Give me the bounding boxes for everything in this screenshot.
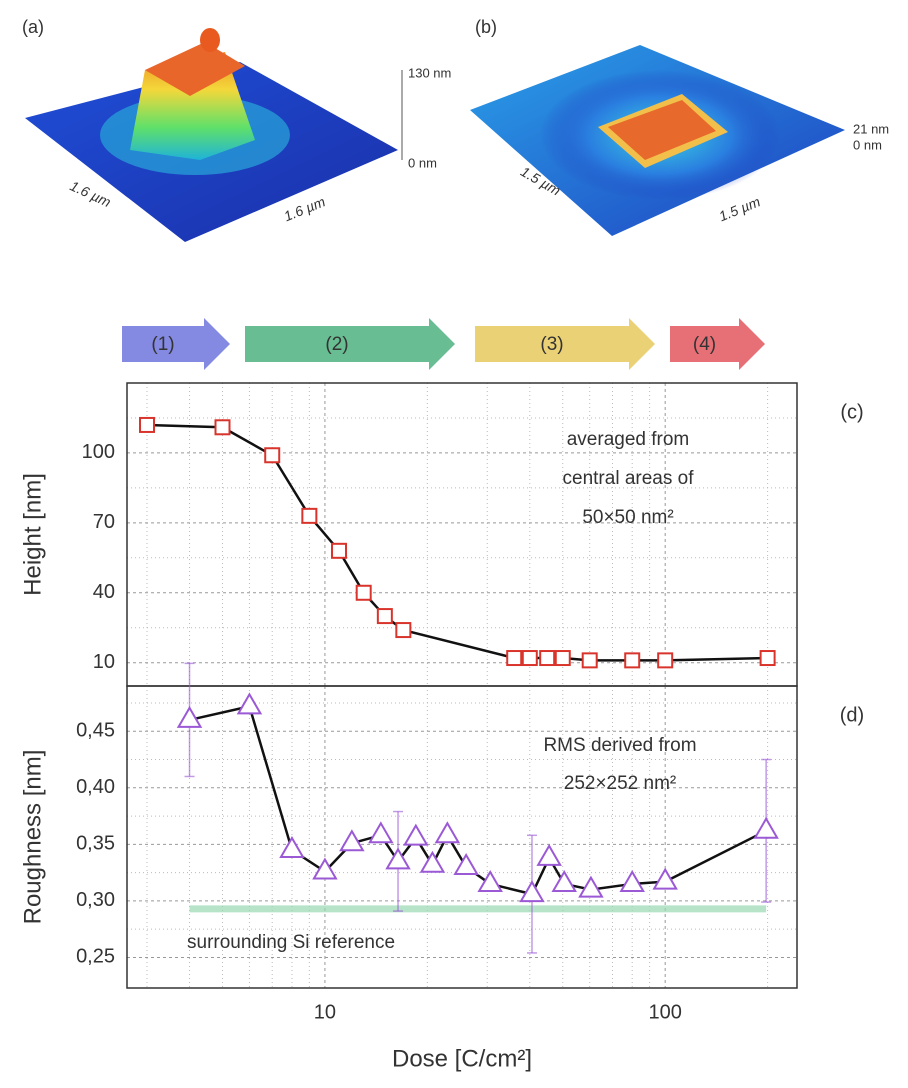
stage-label: (4) — [693, 334, 716, 355]
afm-panel-b: (b) 1.5 µm 1.5 µm 21 nm 0 nm — [470, 17, 889, 236]
data-point — [536, 843, 562, 866]
data-point — [657, 652, 674, 669]
y-axis-title: Height [nm] — [19, 473, 46, 596]
data-point — [521, 650, 538, 667]
y-tick-label: 0,35 — [76, 833, 115, 855]
annotation: RMS derived from — [543, 735, 696, 756]
annotation: 252×252 nm² — [564, 773, 677, 794]
stage-arrow — [122, 318, 230, 370]
plot-frame — [126, 685, 798, 989]
y-tick-label: 100 — [82, 441, 115, 463]
z-label: 0 nm — [853, 137, 882, 152]
z-label: 130 nm — [408, 65, 451, 80]
y-tick-label: 40 — [93, 581, 115, 603]
afm-pillar-top — [145, 42, 245, 96]
data-point — [312, 857, 338, 880]
y-tick-label: 70 — [93, 511, 115, 533]
stage-arrow — [670, 318, 765, 370]
data-point — [376, 608, 393, 625]
data-point — [759, 650, 776, 667]
data-point — [753, 816, 779, 839]
data-point — [453, 852, 479, 875]
stage-label: (3) — [540, 334, 563, 355]
y-tick-label: 0,45 — [76, 720, 115, 742]
y-axis-title: Roughness [nm] — [19, 750, 46, 925]
data-point — [355, 584, 372, 601]
data-point — [578, 875, 604, 898]
stage-arrow — [475, 318, 655, 370]
annotation: central areas of — [563, 468, 695, 489]
stage-arrow — [245, 318, 455, 370]
data-point — [477, 869, 503, 892]
reference-label: surrounding Si reference — [187, 932, 395, 953]
data-point — [619, 869, 645, 892]
afm-square — [608, 100, 716, 160]
data-point — [624, 652, 641, 669]
data-point — [368, 821, 394, 844]
y-tick-label: 0,25 — [76, 946, 115, 968]
y-tick-label: 0,40 — [76, 776, 115, 798]
z-label: 0 nm — [408, 155, 437, 170]
z-label: 21 nm — [853, 121, 889, 136]
data-line — [146, 423, 768, 662]
panel-label: (c) — [840, 401, 863, 423]
data-point — [581, 652, 598, 669]
panel-label: (b) — [475, 17, 497, 37]
axis-label: 1.6 µm — [68, 177, 114, 210]
data-point — [279, 836, 305, 859]
data-point — [419, 850, 446, 873]
panel-label: (a) — [22, 17, 44, 37]
afm-peak — [200, 28, 220, 52]
annotation: averaged from — [567, 429, 690, 450]
panel-label: (d) — [840, 704, 864, 726]
axis-label: 1.5 µm — [717, 193, 763, 224]
data-point — [236, 692, 263, 715]
data-point — [301, 507, 318, 524]
stage-label: (1) — [151, 334, 174, 355]
data-point — [554, 650, 571, 667]
data-point — [395, 622, 412, 639]
data-point — [519, 880, 545, 903]
data-point — [264, 447, 281, 464]
afm-panel-a: (a) 1.6 µm 1.6 µm 130 nm 0 nm — [22, 17, 451, 242]
data-point — [139, 416, 156, 433]
annotation: 50×50 nm² — [582, 507, 673, 528]
x-tick-label: 100 — [648, 1001, 681, 1023]
y-tick-label: 10 — [93, 651, 115, 673]
data-point — [551, 869, 577, 892]
data-point — [385, 847, 411, 870]
data-point — [176, 705, 203, 728]
stage-arrows: (1) (2) (3) (4) — [122, 318, 765, 370]
data-point — [652, 867, 678, 890]
y-tick-label: 0,30 — [76, 889, 115, 911]
data-point — [539, 650, 556, 667]
data-point — [339, 829, 365, 852]
x-tick-label: 10 — [314, 1001, 336, 1023]
data-point — [506, 650, 523, 667]
data-point — [434, 821, 461, 844]
data-point — [403, 823, 429, 846]
x-axis-title: Dose [C/cm²] — [392, 1045, 532, 1072]
charts: 10 40 70 100 averaged from central areas of 50… — [19, 382, 864, 1072]
axis-label: 1.6 µm — [282, 193, 328, 224]
stage-label: (2) — [325, 334, 348, 355]
data-point — [214, 419, 231, 436]
data-point — [331, 542, 348, 559]
